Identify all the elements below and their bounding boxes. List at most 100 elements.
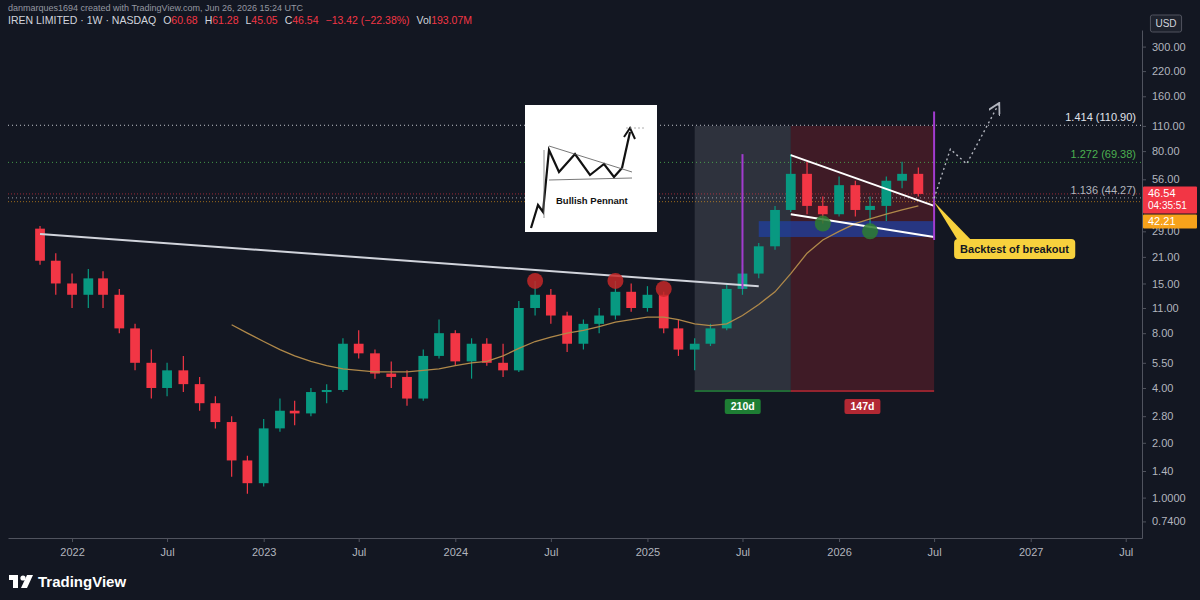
inset-height [544, 150, 545, 218]
candle [35, 226, 45, 265]
y-tick-mark [1142, 333, 1146, 334]
x-tick-mark [359, 538, 360, 542]
x-tick-label: Jul [544, 546, 558, 558]
x-tick-label: 2027 [1019, 546, 1043, 558]
inset: Bullish Pennant [525, 105, 657, 232]
x-tick-mark [934, 538, 935, 542]
price-label: 46.54 [1148, 187, 1176, 199]
pivot-marker [815, 216, 831, 232]
y-tick-label: 2.00 [1152, 437, 1173, 449]
range-label-box: 147d [844, 399, 880, 414]
x-tick-mark [1126, 538, 1127, 542]
candle-body [370, 353, 380, 373]
y-tick-label: 5.50 [1152, 357, 1173, 369]
range-label-box: 210d [725, 399, 761, 414]
candle-body [178, 370, 188, 384]
y-tick-mark [1142, 126, 1146, 127]
candle-body [418, 356, 428, 399]
inset-arrow [624, 128, 635, 139]
y-tick: 80.00 [1142, 145, 1180, 157]
candle-body [114, 295, 124, 329]
y-tick: 5.50 [1142, 357, 1173, 369]
y-tick-mark [1142, 388, 1146, 389]
candle [913, 168, 923, 197]
candle-body [594, 316, 604, 324]
candle-body [306, 392, 316, 413]
callout-bg [954, 239, 1075, 259]
pivot-marker [607, 273, 623, 289]
candle-body [67, 283, 77, 294]
x-tick: Jul [352, 538, 366, 558]
y-tick-label: 300.00 [1152, 41, 1186, 53]
candle-body [162, 370, 172, 388]
y-tick-mark [1142, 47, 1146, 48]
candle [210, 396, 220, 428]
candle-body [659, 295, 669, 329]
range-label: 147d [850, 400, 874, 412]
y-tick: 2.80 [1142, 410, 1173, 422]
y-tick-label: 2.80 [1152, 410, 1173, 422]
vertical-marker [741, 154, 743, 289]
candle-wick [326, 384, 327, 403]
range-measure [695, 390, 791, 392]
y-tick: 110.00 [1142, 120, 1185, 132]
y-tick-mark [1142, 283, 1146, 284]
y-tick: 4.00 [1142, 382, 1173, 394]
candle [83, 269, 93, 308]
candle-body [259, 428, 269, 483]
currency-box: USD [1150, 15, 1181, 32]
x-tick: 2027 [1019, 538, 1043, 558]
candle-body [243, 460, 253, 483]
x-tick-label: 2025 [636, 546, 660, 558]
y-tick-label: 80.00 [1152, 145, 1180, 157]
candle [67, 274, 77, 308]
x-tick: 2023 [252, 538, 276, 558]
candle [243, 456, 253, 494]
y-tick: 1.40 [1142, 465, 1173, 477]
y-tick-mark [1142, 363, 1146, 364]
range-label-bg [725, 399, 761, 414]
y-tick-mark [1142, 416, 1146, 417]
candle [227, 416, 237, 477]
chart-svg: 300.00220.00160.00110.0080.0056.0029.002… [0, 0, 1200, 600]
candle [626, 283, 636, 311]
text-layer: danmarques1694 created with TradingView.… [8, 3, 1197, 590]
y-tick: 21.00 [1142, 251, 1180, 263]
title: IREN LIMITED · 1W · NASDAQ [8, 14, 156, 26]
candle [467, 338, 477, 378]
candle-body [562, 316, 572, 344]
y-tick: 11.00 [1142, 302, 1179, 314]
candle-wick [502, 344, 503, 377]
x-tick: Jul [544, 538, 558, 558]
x-tick: Jul [1119, 538, 1133, 558]
candle [546, 289, 556, 324]
candle [290, 401, 300, 425]
trendline [40, 234, 759, 286]
range-measure [791, 390, 934, 392]
x-tick-mark [167, 538, 168, 542]
candle [434, 320, 444, 359]
candle [498, 344, 508, 377]
x-tick-mark [264, 538, 265, 542]
range-box [791, 126, 934, 392]
background [0, 0, 1200, 600]
y-tick-mark [1142, 96, 1146, 97]
callout-label: Backtest of breakout [960, 243, 1069, 255]
candle [322, 384, 332, 403]
candle-body [130, 328, 140, 362]
logo-part [21, 575, 33, 588]
price-label-bg [1143, 214, 1197, 228]
pivot-marker [656, 281, 672, 297]
pivot-marker [527, 273, 543, 289]
fib-level-label: 1.272 (69.38) [1071, 148, 1136, 160]
projection-path [934, 104, 999, 198]
price-label: 42.21 [1148, 215, 1176, 227]
candle [579, 320, 589, 350]
y-tick-mark [1142, 443, 1146, 444]
candle-body [275, 411, 285, 429]
x-tick: Jul [736, 538, 750, 558]
candle [370, 350, 380, 379]
inset-bg [525, 105, 657, 232]
candle-body [83, 278, 93, 294]
candle [354, 330, 364, 358]
